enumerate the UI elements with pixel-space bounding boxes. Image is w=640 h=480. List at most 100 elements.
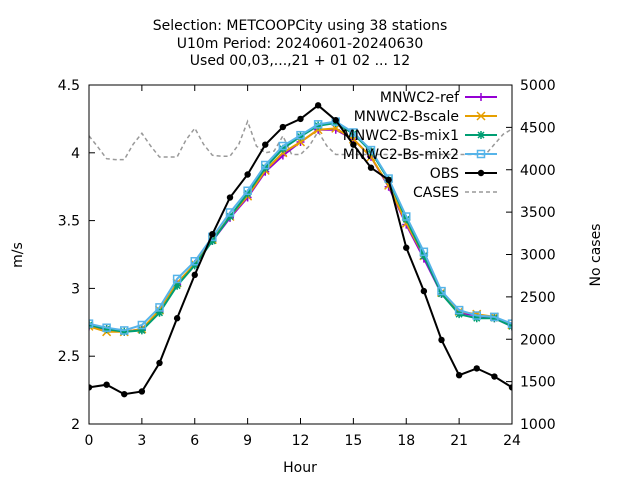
data-point xyxy=(155,308,164,317)
data-point xyxy=(490,312,499,322)
data-point xyxy=(262,141,269,148)
legend-label: CASES xyxy=(413,185,459,201)
data-point xyxy=(472,311,481,320)
data-point xyxy=(89,384,93,391)
x-axis-label: Hour xyxy=(283,460,317,476)
data-point xyxy=(473,365,480,372)
chart-title: Selection: METCOOPCity using 38 stations… xyxy=(153,18,448,69)
data-point xyxy=(314,102,322,109)
data-point xyxy=(243,186,252,196)
data-point xyxy=(403,244,410,251)
x-tick-label: 9 xyxy=(243,433,252,449)
y2-tick-label: 5000 xyxy=(520,78,556,94)
series-layer xyxy=(89,102,512,398)
data-point xyxy=(209,230,216,238)
y2-axis: 1000 1500 2000 2500 3000 3500 4000 4500 5000 xyxy=(506,78,556,433)
data-point xyxy=(419,247,429,257)
x-axis: 0 3 6 9 12 15 18 21 24 xyxy=(85,85,521,449)
y2-tick-label: 3500 xyxy=(520,205,556,221)
y2-tick-label: 4500 xyxy=(520,120,556,136)
data-point xyxy=(477,131,485,139)
y2-tick-label: 1000 xyxy=(520,417,556,433)
data-point xyxy=(367,164,375,171)
data-point xyxy=(120,327,129,336)
legend: MNWC2-ref MNWC2-Bscale MNWC2-Bs-mix1 MNWC2-… xyxy=(343,90,497,201)
legend-label: MNWC2-Bscale xyxy=(354,109,459,125)
data-point xyxy=(244,171,251,178)
data-point xyxy=(120,326,129,335)
data-point xyxy=(402,212,411,221)
series-5 xyxy=(89,102,512,398)
x-tick-label: 15 xyxy=(344,433,362,449)
x-tick-label: 12 xyxy=(292,433,310,449)
data-point xyxy=(225,208,235,217)
data-point xyxy=(173,281,182,290)
x-tick-label: 18 xyxy=(397,433,415,449)
x-tick-label: 24 xyxy=(503,433,521,449)
data-point xyxy=(349,128,358,137)
data-point xyxy=(296,132,305,141)
data-point xyxy=(156,359,163,367)
x-tick-label: 3 xyxy=(137,433,146,449)
data-point xyxy=(296,130,305,140)
legend-entry: MNWC2-Bs-mix2 xyxy=(343,147,497,163)
legend-label: MNWC2-ref xyxy=(380,90,460,106)
legend-entry: OBS xyxy=(430,166,497,182)
cases-layer xyxy=(89,119,512,161)
data-point xyxy=(490,314,499,323)
title-line-3: Used 00,03,...,21 + 01 02 ... 12 xyxy=(190,53,410,69)
data-point xyxy=(366,145,376,155)
x-tick-label: 0 xyxy=(85,433,94,449)
data-point xyxy=(243,189,252,198)
data-point xyxy=(455,371,463,379)
title-line-2: U10m Period: 20240601-20240630 xyxy=(177,36,424,52)
data-point xyxy=(190,257,199,266)
data-point xyxy=(137,320,147,330)
data-point xyxy=(278,141,288,151)
legend-entry: MNWC2-ref xyxy=(380,90,497,106)
cases-line xyxy=(89,119,512,161)
data-point xyxy=(155,303,164,312)
y2-tick-label: 2500 xyxy=(520,290,556,306)
title-line-1: Selection: METCOOPCity using 38 stations xyxy=(153,18,448,34)
series-line xyxy=(89,120,512,332)
y2-tick-label: 1500 xyxy=(520,375,556,391)
y-tick-label: 2 xyxy=(71,417,80,433)
data-point xyxy=(472,314,481,323)
data-point xyxy=(314,121,323,130)
y-axis-label: m/s xyxy=(10,242,26,268)
legend-label: OBS xyxy=(430,166,459,182)
data-point xyxy=(508,384,512,391)
legend-label: MNWC2-Bs-mix1 xyxy=(343,128,459,144)
data-point xyxy=(491,373,498,380)
data-point xyxy=(261,160,270,170)
data-point xyxy=(173,315,181,322)
data-point xyxy=(226,194,234,201)
data-point xyxy=(191,271,198,279)
legend-entry: CASES xyxy=(413,185,497,201)
data-point xyxy=(476,111,486,121)
data-point xyxy=(138,388,146,395)
data-point xyxy=(350,141,357,148)
data-point xyxy=(454,305,464,315)
data-point xyxy=(507,319,512,328)
data-point xyxy=(297,115,304,123)
data-point xyxy=(102,323,111,332)
data-point xyxy=(89,319,94,328)
data-point xyxy=(332,117,339,124)
y2-tick-label: 4000 xyxy=(520,163,556,179)
y2-axis-label: No cases xyxy=(588,224,604,287)
data-point xyxy=(437,286,446,296)
y-tick-label: 2.5 xyxy=(58,349,80,365)
data-point xyxy=(172,274,182,284)
y-axis: 2 2.5 3 3.5 4 4.5 xyxy=(58,78,95,433)
data-point xyxy=(278,144,287,153)
data-point xyxy=(103,381,110,388)
data-point xyxy=(279,123,287,131)
y-tick-label: 4 xyxy=(71,146,80,162)
data-point xyxy=(477,169,485,177)
data-point xyxy=(420,287,428,295)
data-point xyxy=(261,163,270,172)
x-tick-label: 6 xyxy=(190,433,199,449)
data-point xyxy=(476,149,486,159)
